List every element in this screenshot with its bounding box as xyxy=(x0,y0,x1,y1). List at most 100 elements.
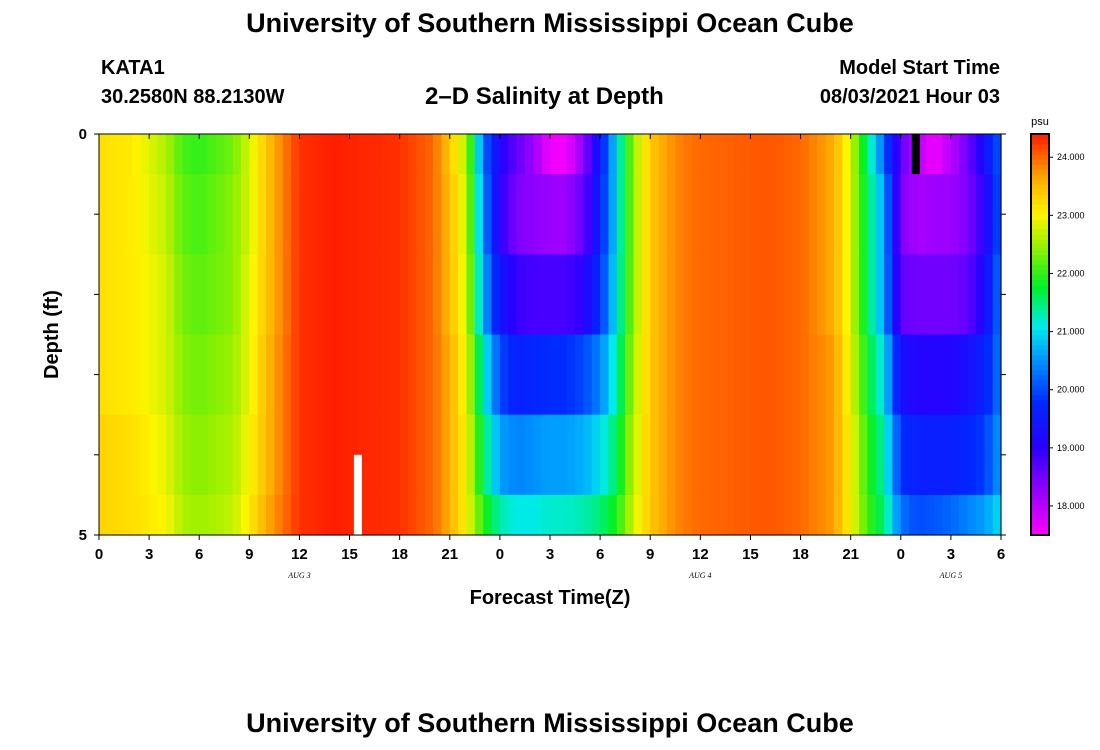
colorbar-segment xyxy=(1031,164,1049,170)
heatmap-cell xyxy=(299,334,309,416)
heatmap-cell xyxy=(884,134,894,175)
heatmap-cell xyxy=(249,254,259,336)
heatmap-cell xyxy=(850,254,860,336)
heatmap-cell xyxy=(466,494,476,536)
heatmap-cell xyxy=(825,414,835,496)
heatmap-cell xyxy=(558,134,568,175)
heatmap-cell xyxy=(516,134,526,175)
heatmap-cell xyxy=(783,334,793,416)
heatmap-cell xyxy=(391,414,401,496)
heatmap-cell xyxy=(817,254,827,336)
heatmap-cell xyxy=(174,134,184,175)
heatmap-cell xyxy=(382,134,392,175)
heatmap-cell xyxy=(650,134,660,175)
colorbar-segment xyxy=(1031,299,1049,306)
colorbar-segment xyxy=(1031,404,1049,411)
x-tick-label: 3 xyxy=(145,546,153,563)
heatmap-cell xyxy=(399,134,409,175)
heatmap-cell xyxy=(808,334,818,416)
heatmap-cell xyxy=(600,174,610,255)
heatmap-cell xyxy=(140,254,150,336)
heatmap-cell xyxy=(658,494,668,536)
heatmap-cell xyxy=(140,134,150,175)
heatmap-cell xyxy=(808,414,818,496)
heatmap-cell xyxy=(357,254,367,336)
heatmap-cell xyxy=(591,134,601,175)
heatmap-cell xyxy=(558,494,568,536)
heatmap-cell xyxy=(758,414,768,496)
heatmap-cell xyxy=(232,254,242,336)
heatmap-cell xyxy=(291,134,301,175)
heatmap-cell xyxy=(132,494,142,536)
heatmap-cell xyxy=(884,254,894,336)
colorbar-segment xyxy=(1031,314,1049,321)
colorbar-segment xyxy=(1031,384,1049,391)
heatmap-cell xyxy=(483,254,493,336)
heatmap-cell xyxy=(792,414,802,496)
heatmap-cell xyxy=(483,494,493,536)
heatmap-cell xyxy=(967,414,977,496)
heatmap-cell xyxy=(742,494,752,536)
heatmap-cell xyxy=(99,494,108,536)
time-markers xyxy=(353,134,920,535)
heatmap-cell xyxy=(783,414,793,496)
heatmap-cell xyxy=(733,494,743,536)
heatmap-cell xyxy=(817,174,827,255)
heatmap-cell xyxy=(215,254,225,336)
heatmap-cell xyxy=(174,494,184,536)
heatmap-cell xyxy=(925,494,935,536)
heatmap-cell xyxy=(967,134,977,175)
heatmap-cell xyxy=(324,334,334,416)
heatmap-cell xyxy=(566,334,576,416)
footer-title: University of Southern Mississippi Ocean… xyxy=(246,708,854,738)
heatmap-cell xyxy=(792,254,802,336)
colorbar-segment xyxy=(1031,249,1049,255)
heatmap-cell xyxy=(967,334,977,416)
heatmap-cell xyxy=(650,254,660,336)
heatmap-cell xyxy=(165,254,175,336)
heatmap-cell xyxy=(458,334,468,416)
heatmap-cell xyxy=(775,414,785,496)
colorbar-segment xyxy=(1031,309,1049,316)
heatmap-cell xyxy=(666,254,676,336)
heatmap-cell xyxy=(165,174,175,255)
heatmap-cell xyxy=(115,414,125,496)
heatmap-cell xyxy=(491,134,501,175)
date-label: AUG 4 xyxy=(688,571,711,580)
heatmap-cell xyxy=(374,254,384,336)
heatmap-cell xyxy=(449,254,459,336)
heatmap-cell xyxy=(625,494,635,536)
heatmap-cell xyxy=(825,254,835,336)
heatmap-cell xyxy=(433,134,443,175)
heatmap-cell xyxy=(424,494,434,536)
heatmap-cell xyxy=(299,174,309,255)
heatmap-cell xyxy=(600,494,610,536)
heatmap-cell xyxy=(984,494,994,536)
heatmap-cell xyxy=(750,334,760,416)
heatmap-cell xyxy=(717,494,726,536)
heatmap-cell xyxy=(625,134,635,175)
heatmap-cell xyxy=(717,254,726,336)
heatmap-cell xyxy=(533,494,543,536)
heatmap-cell xyxy=(616,254,626,336)
heatmap-cell xyxy=(708,254,718,336)
heatmap-cell xyxy=(800,414,810,496)
heatmap-cell xyxy=(808,134,818,175)
heatmap-cell xyxy=(299,254,309,336)
heatmap-cell xyxy=(416,494,426,536)
heatmap-cell xyxy=(942,414,952,496)
colorbar-segment xyxy=(1031,344,1049,351)
heatmap-cell xyxy=(99,254,108,336)
heatmap-cell xyxy=(700,254,710,336)
heatmap-cell xyxy=(800,334,810,416)
heatmap-cell xyxy=(491,414,501,496)
colorbar-segment xyxy=(1031,454,1049,461)
heatmap-cell xyxy=(357,334,367,416)
heatmap-cell xyxy=(641,414,651,496)
heatmap-cell xyxy=(992,414,1002,496)
heatmap-cell xyxy=(909,174,919,255)
heatmap-cell xyxy=(658,174,668,255)
date-label: AUG 3 xyxy=(287,571,310,580)
heatmap-cell xyxy=(725,134,735,175)
heatmap-cell xyxy=(215,414,225,496)
